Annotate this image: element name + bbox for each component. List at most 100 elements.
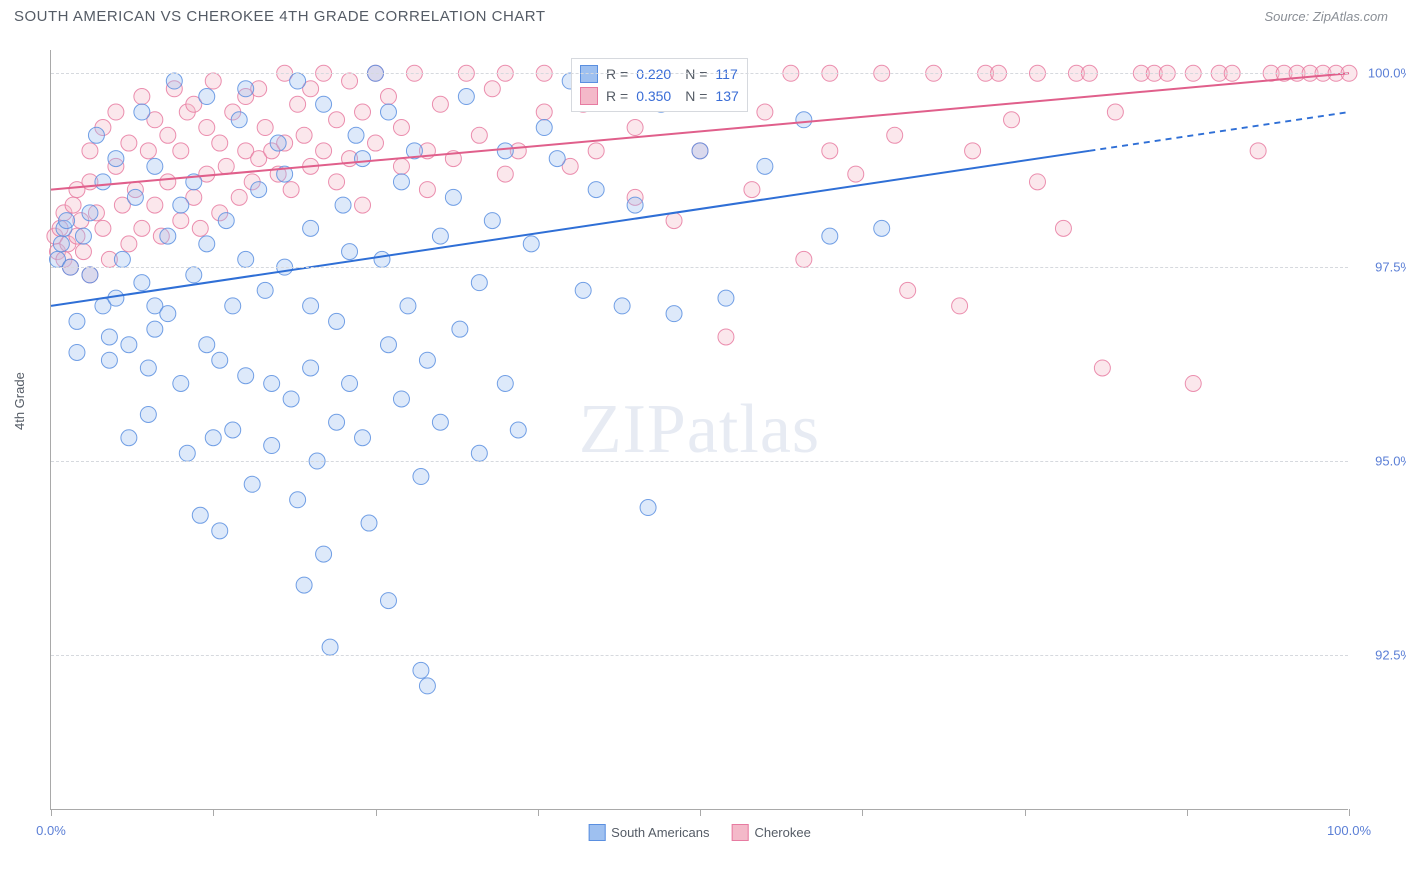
data-point <box>355 151 371 167</box>
data-point <box>355 197 371 213</box>
y-axis-label: 4th Grade <box>12 372 27 430</box>
data-point <box>718 290 734 306</box>
data-point <box>231 112 247 128</box>
data-point <box>452 321 468 337</box>
data-point <box>108 104 124 120</box>
data-point <box>380 89 396 105</box>
data-point <box>484 81 500 97</box>
data-point <box>497 143 513 159</box>
data-point <box>471 445 487 461</box>
data-point <box>205 73 221 89</box>
data-point <box>225 298 241 314</box>
data-point <box>432 228 448 244</box>
x-tick <box>1349 809 1350 816</box>
trend-line <box>1089 112 1349 151</box>
data-point <box>588 143 604 159</box>
data-point <box>205 430 221 446</box>
data-point <box>471 127 487 143</box>
data-point <box>342 244 358 260</box>
data-point <box>199 120 215 136</box>
data-point <box>692 143 708 159</box>
x-tick <box>538 809 539 816</box>
data-point <box>160 228 176 244</box>
x-tick <box>1025 809 1026 816</box>
data-point <box>413 662 429 678</box>
data-point <box>342 73 358 89</box>
data-point <box>432 414 448 430</box>
data-point <box>134 275 150 291</box>
data-point <box>419 352 435 368</box>
r-value: 0.350 <box>636 85 671 107</box>
data-point <box>160 127 176 143</box>
data-point <box>147 158 163 174</box>
data-point <box>101 352 117 368</box>
gridline <box>51 267 1348 268</box>
data-point <box>523 236 539 252</box>
data-point <box>822 143 838 159</box>
data-point <box>160 174 176 190</box>
y-tick-label: 97.5% <box>1375 260 1406 275</box>
data-point <box>173 197 189 213</box>
legend-item-south-americans: South Americans <box>588 824 709 841</box>
data-point <box>140 143 156 159</box>
data-point <box>588 182 604 198</box>
data-point <box>640 500 656 516</box>
data-point <box>316 96 332 112</box>
data-point <box>173 143 189 159</box>
data-point <box>264 375 280 391</box>
data-point <box>355 430 371 446</box>
data-point <box>147 197 163 213</box>
data-point <box>186 267 202 283</box>
data-point <box>666 213 682 229</box>
data-point <box>335 197 351 213</box>
y-tick-label: 100.0% <box>1368 66 1406 81</box>
chart-svg <box>51 50 1348 809</box>
x-tick <box>862 809 863 816</box>
data-point <box>296 577 312 593</box>
data-point <box>238 81 254 97</box>
data-point <box>192 507 208 523</box>
data-point <box>225 422 241 438</box>
data-point <box>173 375 189 391</box>
data-point <box>218 158 234 174</box>
data-point <box>718 329 734 345</box>
data-point <box>419 678 435 694</box>
plot-area: ZIPatlas R = 0.220 N = 117 R = 0.350 N =… <box>50 50 1348 810</box>
data-point <box>212 523 228 539</box>
data-point <box>900 282 916 298</box>
data-point <box>134 89 150 105</box>
data-point <box>374 251 390 267</box>
data-point <box>393 174 409 190</box>
data-point <box>965 143 981 159</box>
data-point <box>355 104 371 120</box>
data-point <box>471 275 487 291</box>
data-point <box>413 469 429 485</box>
data-point <box>290 73 306 89</box>
data-point <box>419 182 435 198</box>
data-point <box>283 182 299 198</box>
data-point <box>536 104 552 120</box>
correlation-legend-box: R = 0.220 N = 117 R = 0.350 N = 137 <box>571 58 748 112</box>
data-point <box>497 375 513 391</box>
data-point <box>82 143 98 159</box>
data-point <box>65 197 81 213</box>
data-point <box>329 414 345 430</box>
data-point <box>238 251 254 267</box>
gridline <box>51 73 1348 74</box>
data-point <box>575 282 591 298</box>
legend-item-cherokee: Cherokee <box>731 824 810 841</box>
data-point <box>744 182 760 198</box>
n-label: N = <box>685 85 707 107</box>
y-tick-label: 92.5% <box>1375 647 1406 662</box>
legend-label: Cherokee <box>754 825 810 840</box>
data-point <box>296 127 312 143</box>
data-point <box>432 96 448 112</box>
data-point <box>322 639 338 655</box>
data-point <box>212 135 228 151</box>
data-point <box>75 244 91 260</box>
data-point <box>400 298 416 314</box>
data-point <box>887 127 903 143</box>
data-point <box>134 220 150 236</box>
data-point <box>134 104 150 120</box>
swatch-cherokee-icon <box>731 824 748 841</box>
